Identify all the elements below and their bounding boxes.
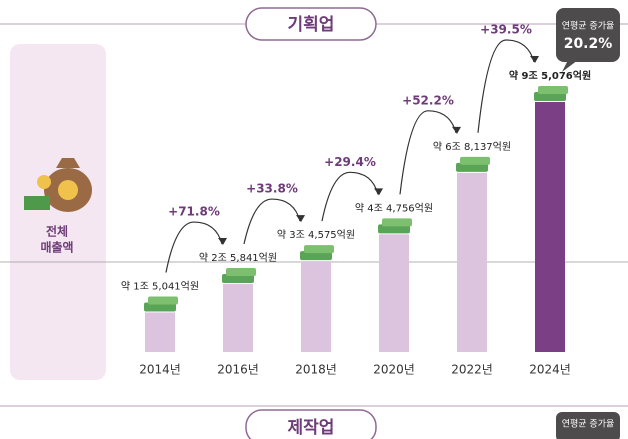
growth-label: +33.8% [246, 182, 298, 196]
title: 기획업 [288, 15, 335, 35]
footer-callout-label: 연평균 증가율 [562, 419, 615, 430]
arrow-head [530, 56, 539, 63]
arrow-head [218, 238, 227, 246]
arrow-head [374, 188, 383, 196]
money-icon [222, 274, 254, 284]
money-icon [378, 224, 410, 234]
x-tick-label: 2018년 [295, 363, 337, 377]
value-label: 약 9조 5,076억원 [509, 69, 591, 82]
side-panel [10, 44, 106, 380]
bar [379, 234, 409, 352]
footer-title: 제작업 [288, 418, 335, 438]
callout-value: 20.2% [564, 36, 613, 52]
callout-label: 연평균 증가율 [562, 21, 615, 32]
value-label: 약 4조 4,756억원 [355, 202, 433, 214]
side-label: 매출액 [40, 240, 73, 255]
growth-label: +71.8% [168, 205, 220, 219]
growth-arrow [399, 110, 457, 195]
x-tick-label: 2024년 [529, 363, 571, 377]
bar [223, 284, 253, 352]
callout [556, 8, 620, 72]
arrow-head [296, 215, 305, 223]
money-icon [144, 302, 176, 312]
money-icon [456, 162, 488, 172]
bar [301, 261, 331, 352]
value-label: 약 6조 8,137억원 [433, 141, 511, 153]
side-label: 전체 [46, 224, 68, 239]
money-icon [148, 296, 178, 305]
value-label: 약 2조 5,841억원 [199, 252, 277, 264]
bar [457, 172, 487, 352]
growth-label: +29.4% [324, 155, 376, 169]
growth-arrow [165, 221, 223, 273]
bar [535, 102, 565, 352]
money-icon [382, 218, 412, 227]
money-icon [304, 245, 334, 254]
x-tick-label: 2022년 [451, 363, 493, 377]
footer-callout [556, 412, 620, 439]
growth-label: +39.5% [480, 23, 532, 37]
bar [145, 312, 175, 352]
arrow-head [452, 126, 461, 134]
x-tick-label: 2014년 [139, 363, 181, 377]
money-bag-icon [24, 158, 92, 212]
growth-arrow [477, 39, 535, 133]
money-icon [300, 251, 332, 261]
growth-arrow [321, 171, 379, 222]
growth-arrow [243, 198, 301, 245]
footer-pill [245, 409, 377, 439]
value-label: 약 3조 4,575억원 [277, 229, 355, 241]
x-tick-label: 2020년 [373, 363, 415, 377]
growth-label: +52.2% [402, 93, 454, 107]
money-icon [538, 86, 568, 94]
money-icon [460, 156, 490, 165]
money-icon [226, 268, 256, 277]
money-icon [534, 92, 566, 101]
x-tick-label: 2016년 [217, 363, 259, 377]
title-pill [245, 7, 377, 41]
value-label: 약 1조 5,041억원 [121, 280, 199, 292]
